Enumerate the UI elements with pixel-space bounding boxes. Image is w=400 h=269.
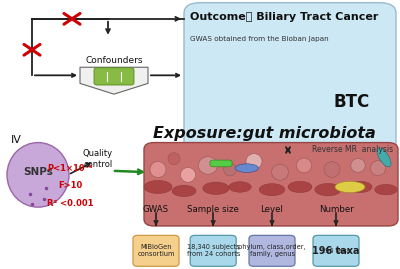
Ellipse shape [144,180,172,194]
Text: phylum, class,order,
family, genus: phylum, class,order, family, genus [238,244,306,257]
Polygon shape [80,67,148,94]
Ellipse shape [229,182,251,192]
Ellipse shape [224,163,236,176]
Text: Exposure:gut microbiota: Exposure:gut microbiota [153,126,375,141]
Text: SNPs: SNPs [23,167,53,177]
FancyBboxPatch shape [313,235,359,266]
Text: IV: IV [11,135,22,145]
Ellipse shape [168,153,180,165]
Text: R² <0.001: R² <0.001 [47,199,93,208]
Text: Sample size: Sample size [187,205,239,214]
Ellipse shape [7,143,69,207]
Ellipse shape [198,157,218,174]
Ellipse shape [377,148,391,167]
Text: Number: Number [319,205,353,214]
Text: F>10: F>10 [58,181,82,190]
Ellipse shape [324,162,340,177]
Ellipse shape [335,181,365,193]
Text: 18,340 subjects
from 24 cohorts: 18,340 subjects from 24 cohorts [186,244,240,257]
Text: P<1×10⁻⁵: P<1×10⁻⁵ [47,164,93,173]
Ellipse shape [375,184,397,195]
Text: 196 taxa: 196 taxa [312,246,360,256]
Ellipse shape [259,184,285,196]
FancyBboxPatch shape [190,235,236,266]
Text: MiBioGen
consortium: MiBioGen consortium [137,244,175,257]
Ellipse shape [246,154,262,169]
Ellipse shape [172,185,196,197]
Ellipse shape [348,181,372,193]
Text: Outcome： Biliary Tract Cancer: Outcome： Biliary Tract Cancer [190,12,378,22]
FancyBboxPatch shape [94,68,134,85]
Ellipse shape [351,158,365,172]
FancyBboxPatch shape [184,3,396,153]
Text: Level: Level [260,205,284,214]
FancyBboxPatch shape [144,143,398,226]
Text: GWAS: GWAS [143,205,169,214]
Ellipse shape [288,181,312,193]
Ellipse shape [272,164,288,180]
FancyBboxPatch shape [133,235,179,266]
FancyBboxPatch shape [210,160,232,167]
Ellipse shape [235,164,258,172]
Text: 196 taxa: 196 taxa [321,248,351,254]
Text: GWAS obtained from the Bioban Japan: GWAS obtained from the Bioban Japan [190,36,329,42]
Ellipse shape [315,183,341,196]
Text: Confounders: Confounders [85,56,143,65]
Ellipse shape [150,161,166,178]
Text: Reverse MR  analysis: Reverse MR analysis [312,145,393,154]
FancyBboxPatch shape [249,235,295,266]
Ellipse shape [370,161,386,175]
Text: BTC: BTC [334,93,370,111]
Ellipse shape [180,167,196,182]
Ellipse shape [203,182,229,194]
Text: Quality
control: Quality control [83,149,113,169]
Ellipse shape [296,158,312,173]
